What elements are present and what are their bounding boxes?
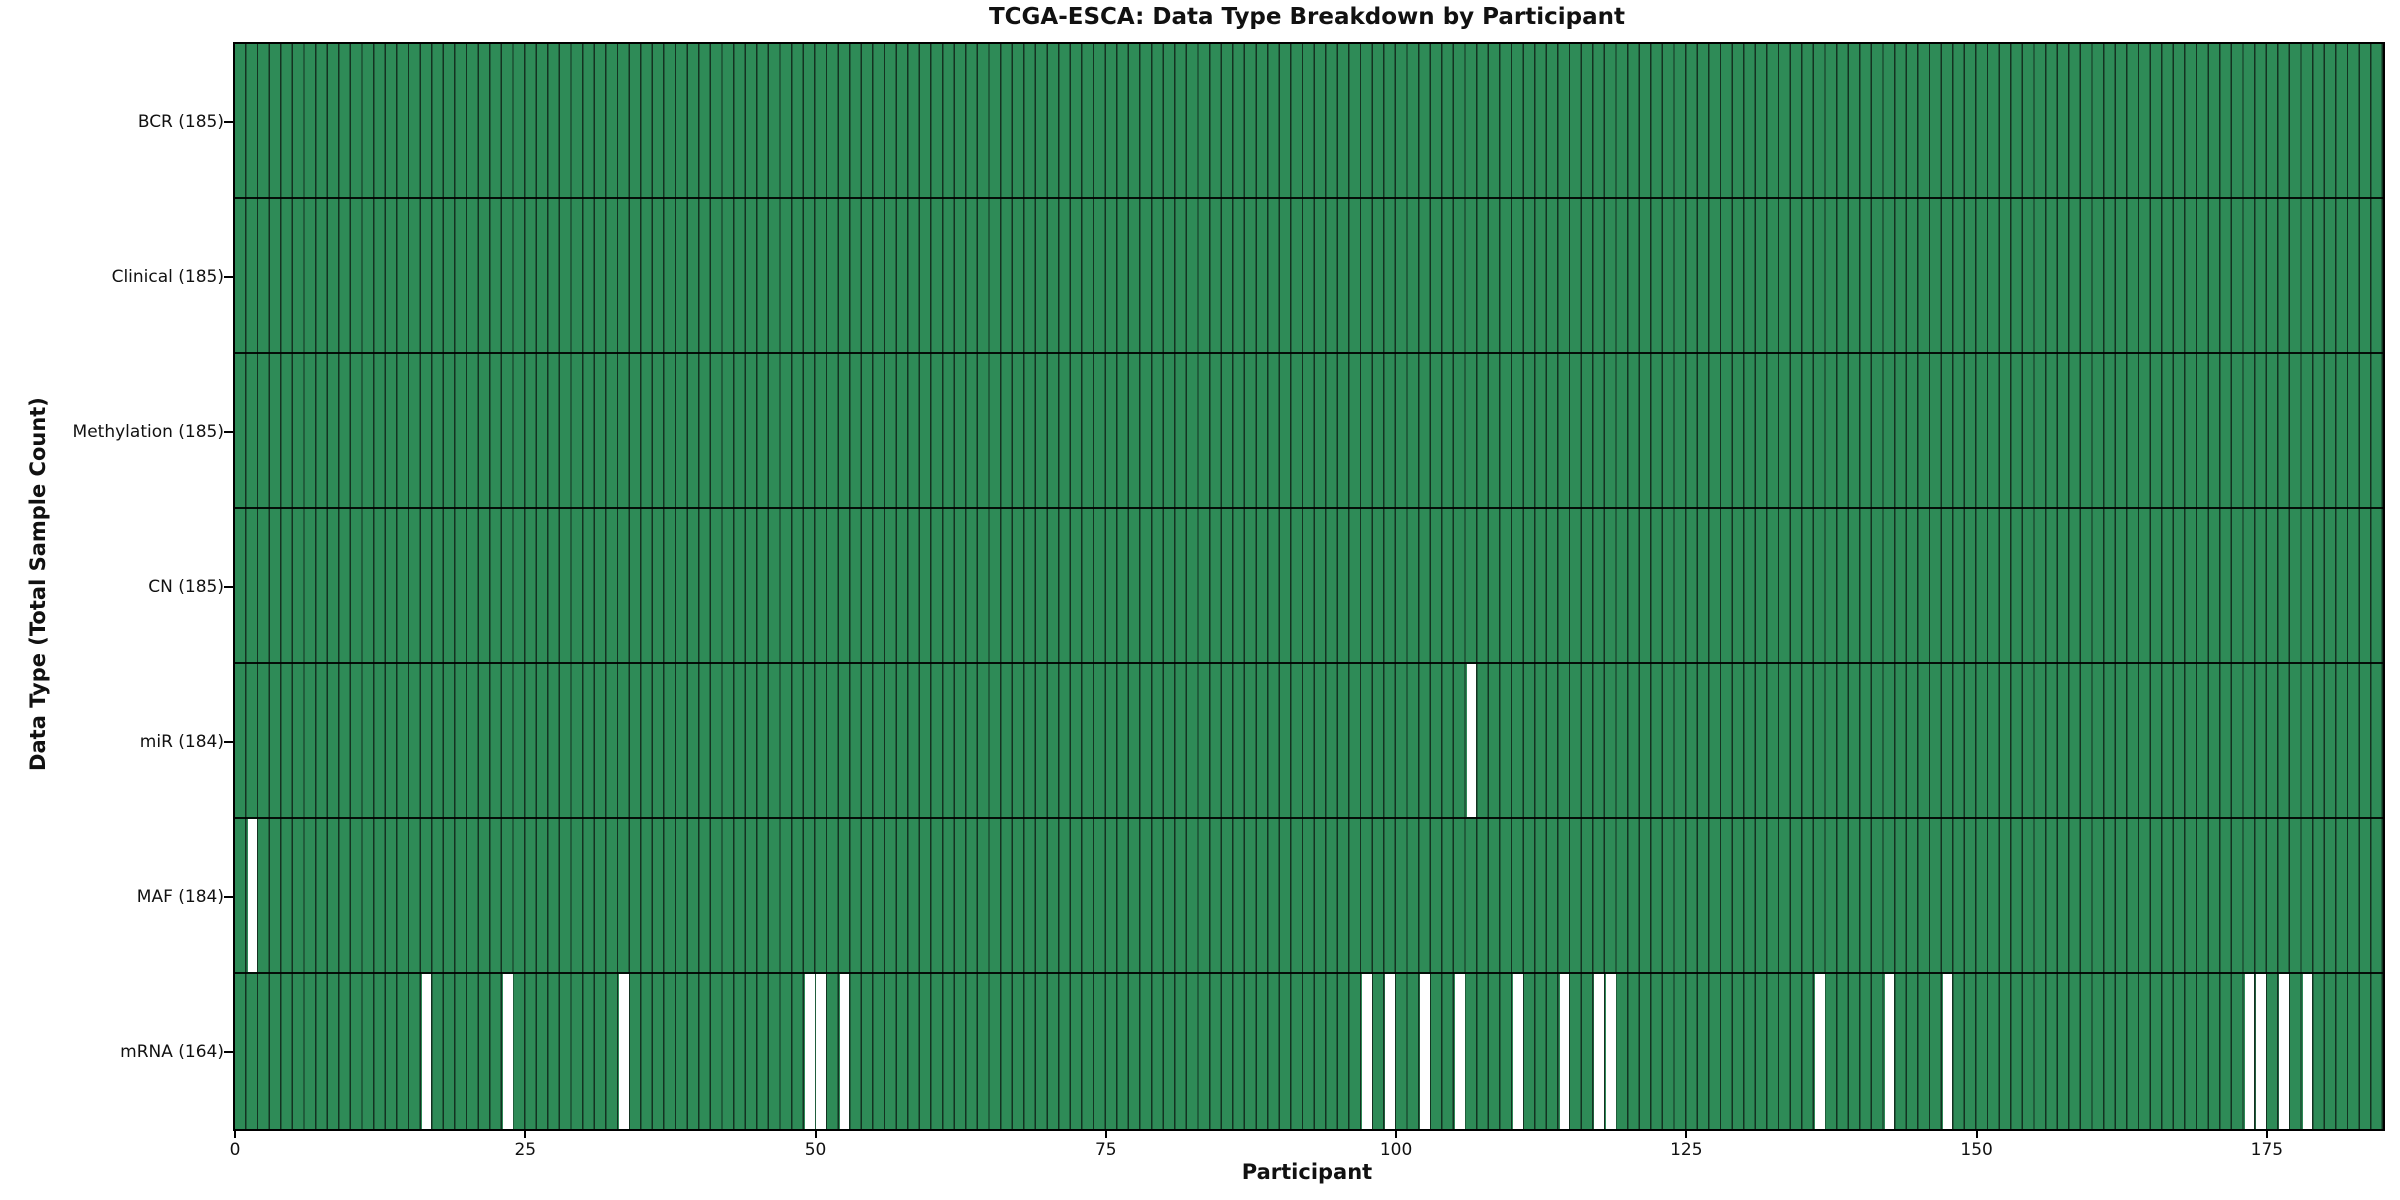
absent-cell-mrna-178 [2302,974,2313,1129]
absent-cell-mrna-102 [1420,974,1430,1129]
absent-cell-mrna-117 [1594,974,1605,1129]
y-tick-mark-clinical [224,275,233,278]
absent-cell-mrna-49 [804,974,815,1129]
x-tick-label-100: 100 [1379,1140,1413,1160]
y-tick-mark-methylation [224,430,233,433]
absent-cell-mrna-142 [1884,974,1895,1129]
y-tick-label-bcr: BCR (185) [137,111,224,132]
x-tick-label-75: 75 [1094,1140,1117,1160]
row-clinical [235,199,2383,354]
y-tick-label-maf: MAF (184) [136,886,224,907]
x-tick-mark-0 [234,1129,236,1138]
x-tick-label-125: 125 [1670,1140,1703,1160]
absent-cell-mrna-50 [816,974,827,1129]
absent-cell-maf-1 [247,819,258,972]
row-bcr [235,44,2383,199]
row-maf [235,819,2383,974]
absent-cell-mrna-23 [502,974,513,1129]
absent-cell-mrna-176 [2279,974,2290,1129]
x-tick-mark-75 [1104,1129,1107,1138]
y-tick-mark-bcr [224,120,233,123]
x-tick-mark-50 [814,1129,817,1138]
row-methylation [235,354,2383,509]
x-tick-mark-175 [2265,1129,2268,1138]
absent-cell-mrna-105 [1455,974,1465,1129]
absent-cell-mrna-99 [1385,974,1396,1129]
absent-cell-mrna-110 [1513,974,1523,1129]
y-tick-label-cn: CN (185) [148,576,224,597]
absent-cell-mrna-33 [619,974,629,1129]
x-tick-label-0: 0 [229,1140,241,1160]
absent-cell-mrna-136 [1814,974,1825,1129]
x-tick-mark-100 [1395,1129,1398,1138]
absent-cell-mir-106 [1466,664,1477,817]
y-tick-mark-mir [224,740,233,743]
y-tick-label-clinical: Clinical (185) [111,266,224,287]
chart-title: TCGA-ESCA: Data Type Breakdown by Partic… [988,4,1626,30]
absent-cell-mrna-173 [2244,974,2255,1129]
absent-cell-mrna-147 [1942,974,1953,1129]
absent-cell-mrna-114 [1559,974,1570,1129]
x-tick-mark-25 [524,1129,527,1138]
y-tick-mark-maf [224,895,233,898]
row-mrna [235,974,2383,1129]
y-tick-label-methylation: Methylation (185) [72,421,224,442]
x-axis-label: Participant [1241,1160,1373,1184]
absent-cell-mrna-52 [839,974,850,1129]
absent-cell-mrna-118 [1605,974,1616,1129]
y-tick-label-mrna: mRNA (164) [120,1041,224,1062]
heatmap-rows [235,44,2383,1129]
row-cn [235,509,2383,664]
absent-cell-mrna-174 [2256,974,2266,1129]
y-tick-mark-mrna [224,1050,233,1053]
x-tick-label-175: 175 [2250,1140,2284,1160]
y-tick-mark-cn [224,585,233,588]
plot-area: Present Absent [233,42,2385,1131]
row-mir [235,664,2383,819]
x-tick-label-150: 150 [1960,1140,1993,1160]
absent-cell-mrna-97 [1362,974,1372,1129]
x-tick-label-25: 25 [514,1140,537,1160]
x-tick-mark-125 [1685,1129,1688,1138]
x-tick-mark-150 [1975,1129,1978,1138]
absent-cell-mrna-16 [421,974,432,1129]
y-tick-label-mir: miR (184) [139,731,224,752]
x-tick-label-50: 50 [804,1140,827,1160]
